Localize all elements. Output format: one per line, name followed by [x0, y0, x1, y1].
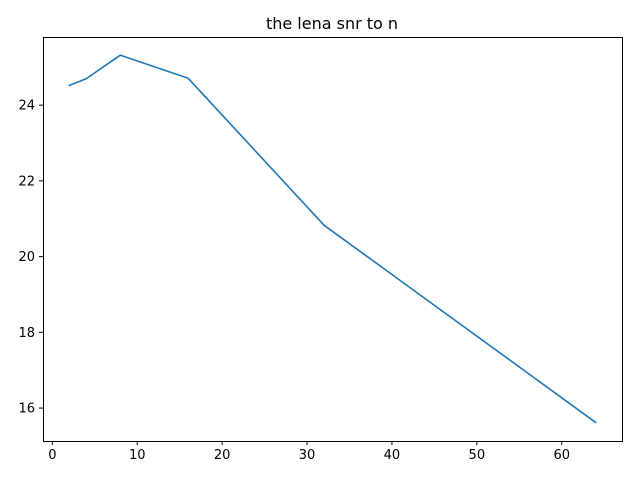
x-tick-label: 40 — [384, 448, 401, 463]
axes-frame — [43, 37, 623, 442]
x-tick-label: 50 — [469, 448, 486, 463]
x-tick-label: 0 — [48, 448, 56, 463]
x-tick-label: 10 — [129, 448, 146, 463]
y-tick-label: 24 — [18, 99, 35, 114]
y-tick-label: 16 — [18, 402, 35, 417]
chart-title: the lena snr to n — [266, 14, 398, 33]
y-tick-label: 20 — [18, 250, 35, 265]
y-axis: 16 18 20 22 24 — [18, 99, 43, 417]
y-tick-label: 22 — [18, 174, 35, 189]
x-tick-label: 60 — [553, 448, 570, 463]
x-tick-label: 30 — [299, 448, 316, 463]
series-line — [68, 54, 597, 424]
x-axis: 0 10 20 30 40 50 60 — [48, 441, 570, 463]
y-tick-label: 18 — [18, 326, 35, 341]
series-layer — [68, 54, 597, 424]
x-tick-label: 20 — [214, 448, 231, 463]
